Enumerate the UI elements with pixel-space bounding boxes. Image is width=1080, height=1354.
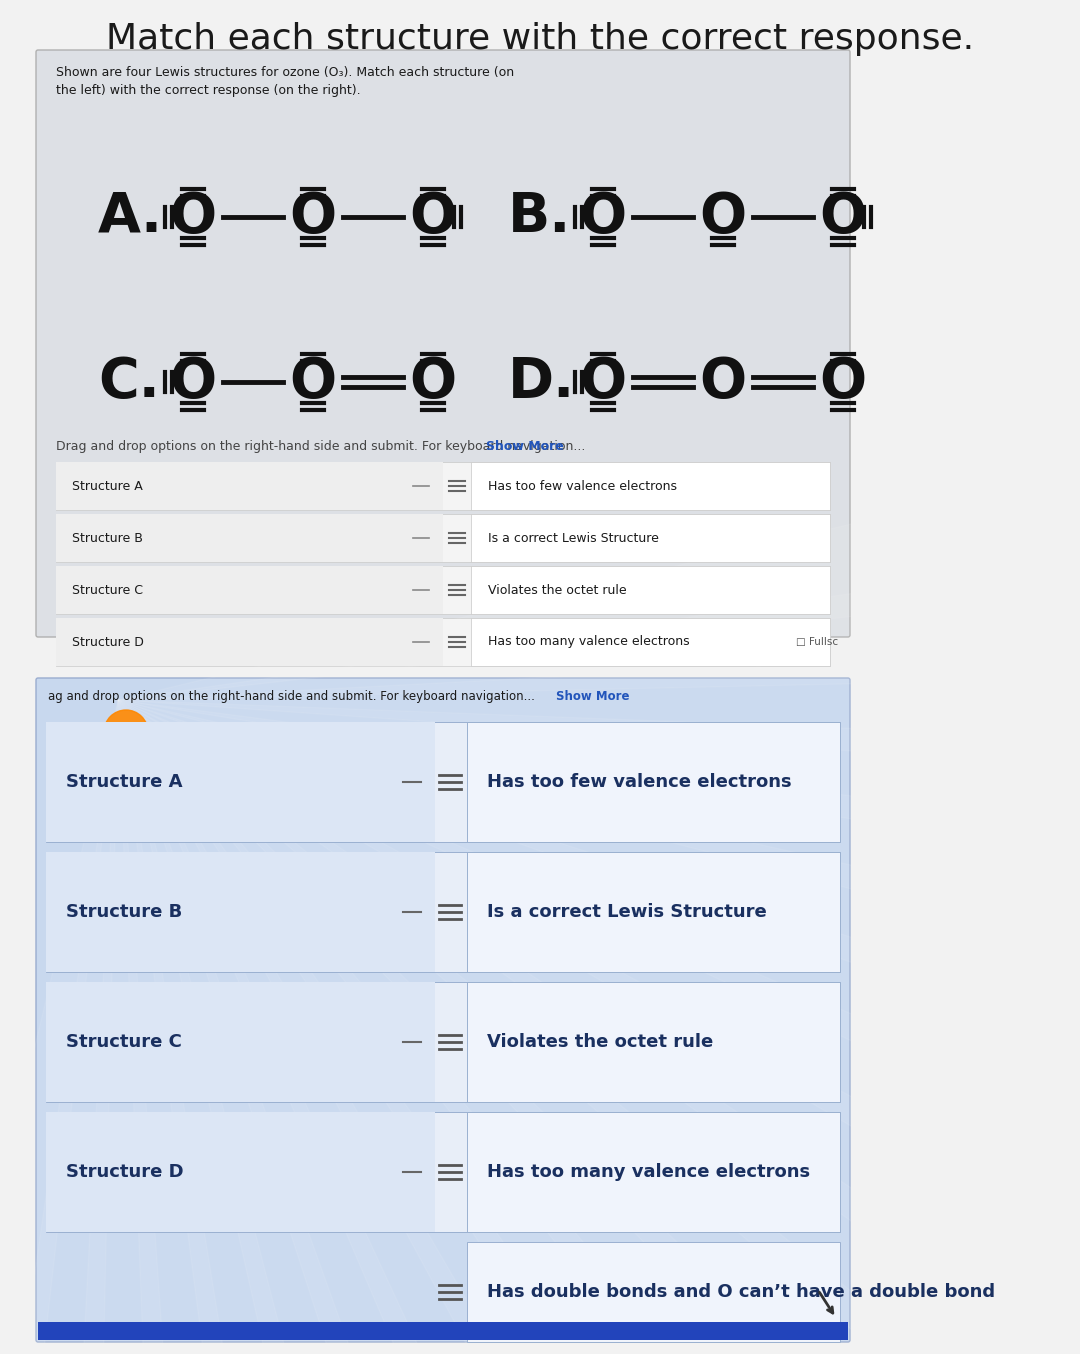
Text: Has too few valence electrons: Has too few valence electrons — [488, 479, 677, 493]
Text: O: O — [580, 355, 626, 409]
Polygon shape — [0, 700, 118, 1354]
Text: O: O — [700, 190, 746, 244]
Polygon shape — [118, 528, 1080, 700]
Bar — [56, 515, 443, 562]
Text: Structure B: Structure B — [66, 903, 183, 921]
Bar — [56, 566, 443, 613]
Text: Has double bonds and O can’t have a double bond: Has double bonds and O can’t have a doub… — [487, 1284, 995, 1301]
Text: Show More: Show More — [486, 440, 564, 454]
Polygon shape — [118, 700, 624, 1354]
Text: O: O — [700, 355, 746, 409]
Bar — [56, 462, 443, 510]
Text: B.: B. — [508, 190, 571, 244]
Bar — [471, 566, 831, 613]
Bar — [46, 982, 840, 1102]
Text: Structure B: Structure B — [72, 532, 143, 544]
Bar — [56, 566, 831, 613]
Polygon shape — [118, 700, 1080, 892]
Polygon shape — [118, 700, 310, 1354]
Polygon shape — [118, 700, 1080, 999]
Text: O: O — [820, 190, 866, 244]
Text: Has too many valence electrons: Has too many valence electrons — [487, 1163, 810, 1181]
FancyBboxPatch shape — [36, 50, 850, 636]
Text: A.: A. — [98, 190, 163, 244]
Polygon shape — [118, 700, 721, 1354]
Polygon shape — [118, 700, 1080, 1354]
Bar — [467, 852, 840, 972]
Bar — [467, 1242, 840, 1342]
Polygon shape — [55, 700, 201, 1354]
Polygon shape — [118, 636, 1080, 783]
Polygon shape — [118, 700, 523, 1354]
Text: Is a correct Lewis Structure: Is a correct Lewis Structure — [487, 903, 767, 921]
Text: Drag and drop options on the right-hand side and submit. For keyboard navigation: Drag and drop options on the right-hand … — [56, 440, 593, 454]
Bar — [38, 1322, 848, 1340]
Bar — [56, 617, 443, 666]
Text: O: O — [289, 355, 337, 409]
Bar — [46, 852, 840, 972]
Text: Violates the octet rule: Violates the octet rule — [487, 1033, 713, 1051]
Text: Structure A: Structure A — [66, 773, 183, 791]
Polygon shape — [118, 700, 418, 1354]
Text: □ Fullsc: □ Fullsc — [796, 636, 838, 647]
Text: ag and drop options on the right-hand side and submit. For keyboard navigation..: ag and drop options on the right-hand si… — [48, 691, 535, 703]
Text: C.: C. — [98, 355, 160, 409]
Text: Has too many valence electrons: Has too many valence electrons — [488, 635, 690, 649]
Text: Is a correct Lewis Structure: Is a correct Lewis Structure — [488, 532, 659, 544]
Text: Shown are four Lewis structures for ozone (O₃). Match each structure (on
the lef: Shown are four Lewis structures for ozon… — [56, 66, 514, 97]
FancyBboxPatch shape — [36, 678, 850, 1342]
Text: Structure C: Structure C — [66, 1033, 181, 1051]
Polygon shape — [118, 420, 1080, 700]
Polygon shape — [0, 700, 118, 1354]
Bar — [46, 722, 435, 842]
Text: Violates the octet rule: Violates the octet rule — [488, 584, 626, 597]
Text: Structure A: Structure A — [72, 479, 143, 493]
Text: O: O — [820, 355, 866, 409]
Text: D.: D. — [508, 355, 576, 409]
Bar — [46, 982, 435, 1102]
Text: Show More: Show More — [556, 691, 630, 703]
Bar — [471, 515, 831, 562]
Text: Structure D: Structure D — [66, 1163, 184, 1181]
Bar — [56, 617, 831, 666]
Polygon shape — [118, 700, 1080, 1303]
Text: Match each structure with the correct response.: Match each structure with the correct re… — [106, 22, 974, 56]
Polygon shape — [118, 700, 813, 1354]
Text: Structure D: Structure D — [72, 635, 144, 649]
Bar — [46, 722, 840, 842]
Text: Has too few valence electrons: Has too few valence electrons — [487, 773, 792, 791]
Text: O: O — [409, 190, 457, 244]
Polygon shape — [118, 700, 1080, 1105]
Polygon shape — [118, 700, 980, 1354]
Circle shape — [104, 709, 148, 754]
Text: O: O — [289, 190, 337, 244]
Bar — [56, 462, 831, 510]
Bar — [46, 1112, 435, 1232]
Text: O: O — [170, 355, 217, 409]
Polygon shape — [118, 700, 1080, 1354]
Text: O: O — [580, 190, 626, 244]
Polygon shape — [118, 700, 1080, 1206]
Bar — [471, 462, 831, 510]
Text: O: O — [409, 355, 457, 409]
Bar — [56, 515, 831, 562]
Bar — [46, 852, 435, 972]
Bar — [46, 1112, 840, 1232]
Text: Structure C: Structure C — [72, 584, 143, 597]
Bar — [467, 1112, 840, 1232]
Polygon shape — [118, 700, 900, 1354]
Bar — [471, 617, 831, 666]
Bar — [467, 982, 840, 1102]
Bar — [467, 722, 840, 842]
Polygon shape — [118, 700, 1052, 1354]
Text: O: O — [170, 190, 217, 244]
